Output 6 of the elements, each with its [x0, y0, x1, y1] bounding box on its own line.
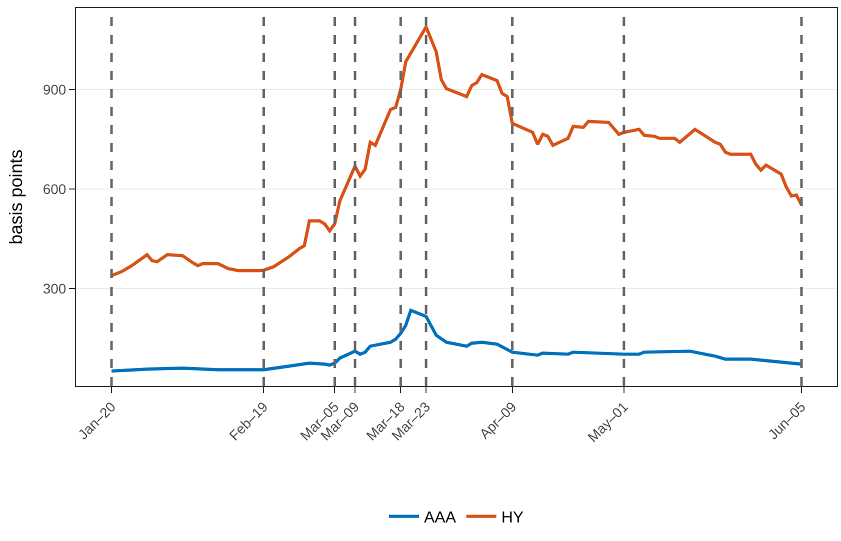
y-tick-label: 300 [42, 280, 66, 296]
y-tick-label: 900 [42, 81, 66, 98]
y-axis-title: basis points [6, 149, 26, 245]
legend-label: HY [501, 510, 524, 527]
legend-label: AAA [424, 510, 456, 527]
y-tick-label: 600 [42, 180, 66, 197]
